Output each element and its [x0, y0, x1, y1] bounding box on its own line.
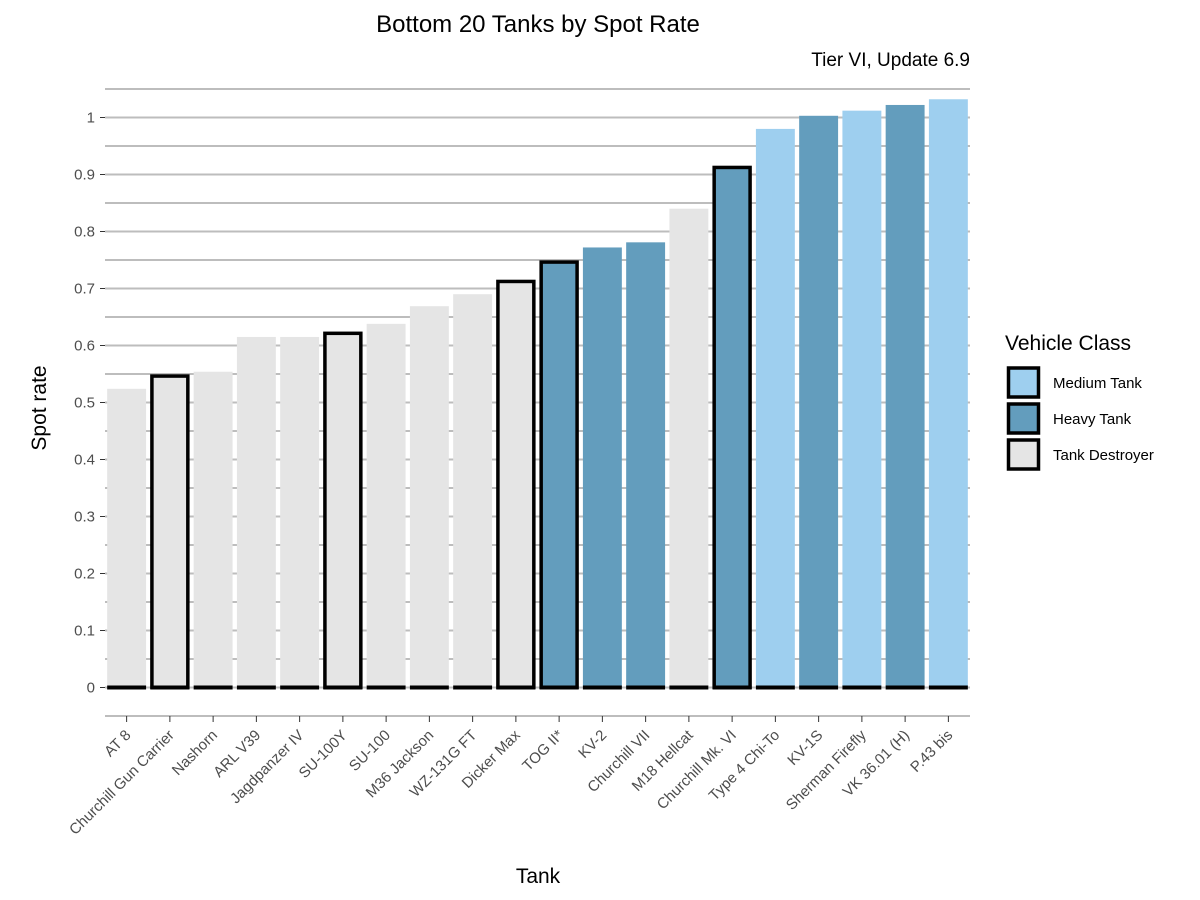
y-axis-ticks: 0 0.1 0.2 0.3 0.4 0.5 0.6 0.7 0.8 0.9 1 [74, 110, 105, 697]
bar [799, 115, 839, 688]
x-tick-label: KV-2 [575, 727, 610, 762]
x-tick-label: KV-1S [784, 727, 826, 769]
x-tick-label: AT 8 [101, 727, 134, 760]
legend-label: Tank Destroyer [1053, 447, 1154, 464]
bar [409, 306, 449, 688]
y-tick-label: 1 [87, 110, 95, 127]
y-tick-label: 0.1 [74, 623, 95, 640]
y-tick-label: 0.2 [74, 566, 95, 583]
x-tick-label: SU-100Y [296, 727, 351, 782]
legend-items: Medium Tank Heavy Tank Tank Destroyer [1006, 366, 1154, 471]
bar [712, 165, 752, 690]
bars [107, 99, 968, 690]
y-tick-label: 0.4 [74, 452, 95, 469]
y-tick-label: 0.9 [74, 167, 95, 184]
legend-label: Heavy Tank [1053, 411, 1132, 428]
bar [539, 260, 579, 690]
y-tick-label: 0.6 [74, 338, 95, 355]
y-axis-title: Spot rate [28, 365, 51, 450]
bar [453, 294, 493, 688]
legend-swatch [1006, 438, 1041, 471]
x-axis-title: Tank [516, 865, 561, 888]
legend: Vehicle Class Medium Tank Heavy Tank Tank … [1005, 332, 1154, 471]
bar [107, 388, 147, 688]
bar [193, 371, 233, 688]
bar [150, 374, 190, 690]
y-tick-label: 0.5 [74, 395, 95, 412]
bar [236, 336, 276, 688]
bar [280, 336, 320, 688]
y-tick-label: 0 [87, 680, 95, 697]
y-tick-label: 0.8 [74, 224, 95, 241]
bar [582, 247, 622, 688]
grid-lines [105, 88, 970, 717]
bar [885, 104, 925, 688]
bar [496, 279, 536, 690]
x-tick-label: P.43 bis [907, 727, 956, 776]
bar [755, 128, 795, 688]
bar [626, 242, 666, 688]
bar [366, 323, 406, 688]
bar [842, 110, 882, 688]
legend-label: Medium Tank [1053, 375, 1142, 392]
bar [928, 99, 968, 688]
x-tick-label: TOG II* [519, 727, 567, 775]
y-tick-label: 0.3 [74, 509, 95, 526]
chart-title: Bottom 20 Tanks by Spot Rate [376, 11, 700, 38]
legend-title: Vehicle Class [1005, 332, 1131, 355]
bar [323, 331, 363, 690]
y-tick-label: 0.7 [74, 281, 95, 298]
bar [669, 208, 709, 688]
legend-swatch [1006, 366, 1041, 399]
chart-subtitle: Tier VI, Update 6.9 [811, 50, 970, 71]
legend-swatch [1006, 402, 1041, 435]
